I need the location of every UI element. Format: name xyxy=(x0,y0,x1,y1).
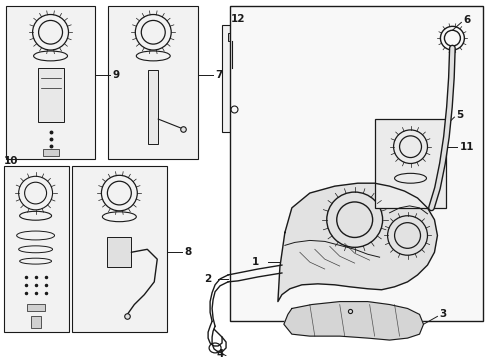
Bar xyxy=(4,166,68,332)
Bar xyxy=(108,6,198,158)
Bar xyxy=(72,166,167,332)
Text: 11: 11 xyxy=(458,142,473,152)
Text: 9: 9 xyxy=(112,70,119,80)
Bar xyxy=(6,6,95,158)
Bar xyxy=(374,119,446,208)
Text: 3: 3 xyxy=(439,309,446,319)
Polygon shape xyxy=(277,183,437,302)
Text: 7: 7 xyxy=(215,70,222,80)
Text: 6: 6 xyxy=(463,15,469,26)
Bar xyxy=(222,25,284,132)
Bar xyxy=(107,238,131,267)
Text: 2: 2 xyxy=(203,274,211,284)
Text: 1: 1 xyxy=(251,257,259,267)
Text: 10: 10 xyxy=(4,157,18,166)
Bar xyxy=(148,70,158,144)
Bar xyxy=(31,316,41,328)
Bar xyxy=(38,68,63,122)
Bar xyxy=(229,6,482,321)
Text: 4: 4 xyxy=(216,349,224,359)
Bar xyxy=(26,303,44,311)
Text: 5: 5 xyxy=(455,110,463,120)
Bar xyxy=(42,149,59,156)
Bar xyxy=(227,33,236,41)
Polygon shape xyxy=(284,302,423,340)
Text: 8: 8 xyxy=(184,247,191,257)
Text: 12: 12 xyxy=(230,14,245,24)
